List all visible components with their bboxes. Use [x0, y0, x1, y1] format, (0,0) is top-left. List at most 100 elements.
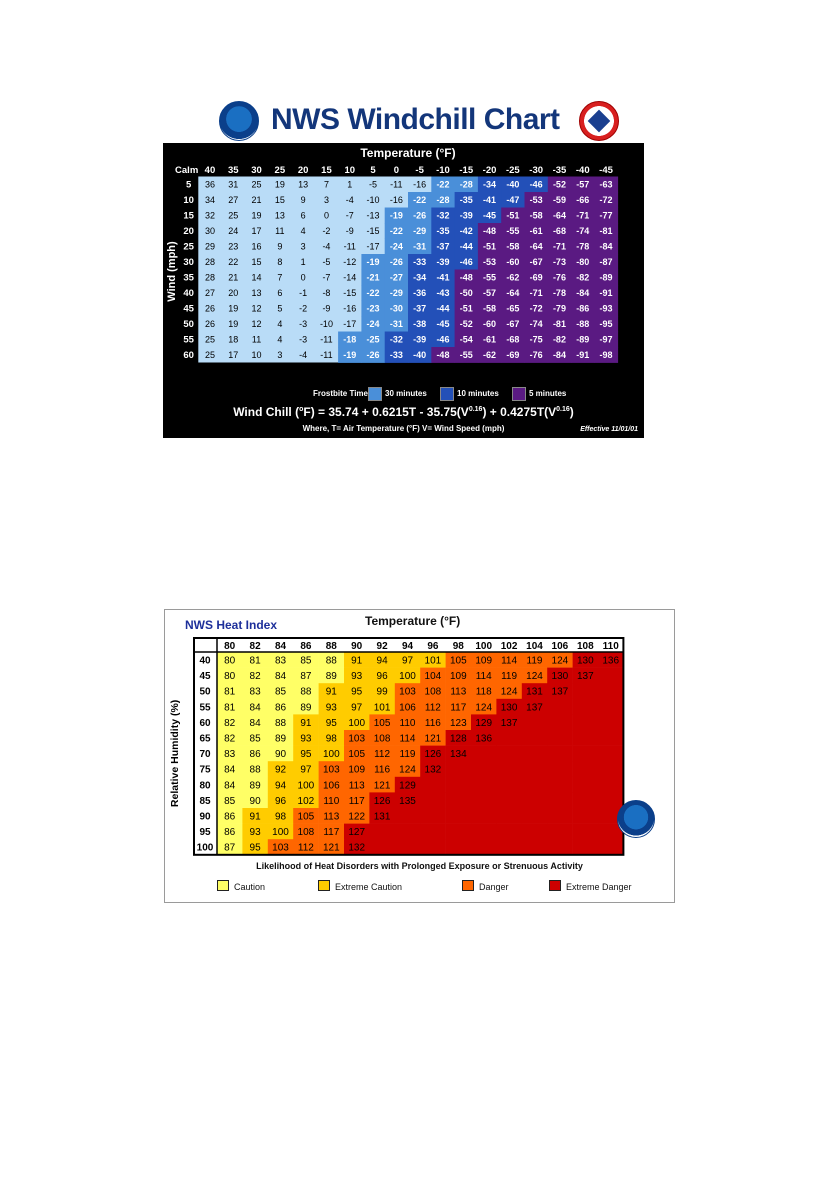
windchill-value: -82	[576, 273, 589, 283]
windchill-value: -37	[436, 242, 449, 252]
heat-index-cell	[598, 761, 624, 778]
heat-index-cell	[521, 776, 548, 793]
windchill-value: -73	[553, 257, 566, 267]
heat-index-cell	[445, 652, 472, 668]
frostbite-zone-cell	[408, 223, 432, 239]
windchill-value: -46	[460, 257, 473, 267]
windchill-value: -35	[460, 195, 473, 205]
frostbite-zone-cell	[408, 300, 432, 317]
windchill-value: -5	[322, 257, 330, 267]
heat-index-cell	[547, 823, 573, 840]
windchill-temperature-tick: 35	[228, 165, 239, 176]
windchill-value: -1	[299, 288, 307, 298]
heat-index-cell	[547, 683, 573, 700]
windchill-wind-tick: 40	[183, 288, 194, 299]
heat-index-value: 121	[323, 843, 340, 854]
windchill-value: -33	[390, 350, 403, 360]
heat-index-cell	[369, 761, 396, 778]
frostbite-zone-cell	[524, 331, 549, 348]
heat-index-value: 137	[552, 687, 569, 698]
windchill-wind-tick: 30	[183, 257, 194, 268]
heat-index-cell	[445, 839, 472, 856]
windchill-value: -88	[576, 319, 589, 329]
heat-index-cell	[547, 745, 573, 762]
heat-index-cell	[547, 667, 573, 684]
heat-index-value: 112	[425, 702, 441, 713]
heat-index-value: 126	[425, 749, 442, 760]
heat-index-cell	[293, 745, 319, 762]
heat-index-cell	[242, 730, 269, 746]
frostbite-zone-cell	[594, 223, 619, 239]
heat-index-cell	[344, 652, 370, 668]
frostbite-zone-cell	[501, 176, 525, 193]
heat-index-cell	[217, 745, 243, 762]
heat-index-cell	[344, 745, 370, 762]
frostbite-zone-cell	[408, 254, 432, 270]
windchill-value: 0	[301, 273, 306, 283]
heat-index-cell	[318, 698, 345, 715]
windchill-value: -51	[460, 304, 473, 314]
heat-index-cell	[496, 667, 523, 684]
heat-index-cell	[217, 808, 243, 824]
frostbite-zone-cell	[571, 331, 595, 348]
windchill-value: -22	[413, 195, 426, 205]
windchill-value: -72	[600, 195, 613, 205]
windchill-value: -11	[344, 242, 356, 252]
windchill-value: -32	[436, 211, 449, 221]
windchill-temperature-tick: -45	[599, 165, 613, 176]
windchill-value: -12	[343, 257, 356, 267]
windchill-value: -69	[506, 350, 519, 360]
windchill-value: -51	[483, 242, 496, 252]
heat-index-cell	[521, 698, 548, 715]
windchill-value: 31	[228, 180, 238, 190]
windchill-value: -95	[600, 319, 613, 329]
windchill-wind-tick: 55	[183, 335, 194, 346]
heat-index-temperature-tick: 88	[326, 641, 338, 652]
windchill-value: -11	[320, 335, 332, 345]
windchill-value: -57	[576, 180, 589, 190]
frostbite-zone-cell	[594, 316, 619, 332]
heat-index-cell	[471, 667, 497, 684]
heat-index-cell	[420, 667, 446, 684]
windchill-value: 25	[228, 211, 238, 221]
windchill-value: 14	[252, 273, 262, 283]
heat-index-cell	[496, 776, 523, 793]
heat-index-chart: 80 82 84 86 88 90 92 94 96 98 100 102 104 106 108 110 40…	[164, 609, 675, 903]
frostbite-zone-cell	[408, 347, 432, 363]
windchill-value: -22	[367, 288, 380, 298]
heat-index-cell	[242, 839, 269, 856]
heat-index-cell	[445, 823, 472, 840]
windchill-value: -19	[390, 211, 403, 221]
heat-index-cell	[598, 776, 624, 793]
windchill-value: -9	[346, 226, 354, 236]
heat-index-cell	[267, 839, 294, 856]
heat-index-cell	[318, 761, 345, 778]
heat-index-cell	[293, 652, 319, 668]
windchill-value: -58	[530, 211, 543, 221]
heat-index-cell	[420, 714, 446, 731]
frostbite-zone-cell	[501, 347, 525, 363]
windchill-value: -32	[390, 335, 403, 345]
heat-index-cell	[598, 667, 624, 684]
windchill-value: -91	[600, 288, 613, 298]
windchill-value: 7	[277, 273, 282, 283]
windchill-value: -76	[530, 350, 543, 360]
heat-index-cell	[521, 652, 548, 668]
windchill-value: 10	[252, 350, 262, 360]
heat-index-cell	[394, 776, 421, 793]
frostbite-zone-cell	[431, 192, 455, 208]
windchill-value: 4	[277, 319, 282, 329]
windchill-temperature-tick: 25	[275, 165, 286, 176]
heat-index-value: 97	[402, 656, 414, 667]
heat-index-legend-label: Extreme Danger	[566, 882, 632, 892]
heat-index-value: 85	[275, 687, 287, 698]
heat-index-cell	[521, 823, 548, 840]
heat-index-temperature-tick: 96	[427, 641, 439, 652]
heat-index-value: 95	[300, 749, 312, 760]
heat-index-value: 100	[272, 827, 289, 838]
heat-index-value: 103	[399, 687, 416, 698]
heat-index-value: 81	[250, 656, 262, 667]
windchill-value: 11	[252, 335, 261, 345]
windchill-value: -50	[460, 288, 473, 298]
windchill-value: -46	[530, 180, 543, 190]
